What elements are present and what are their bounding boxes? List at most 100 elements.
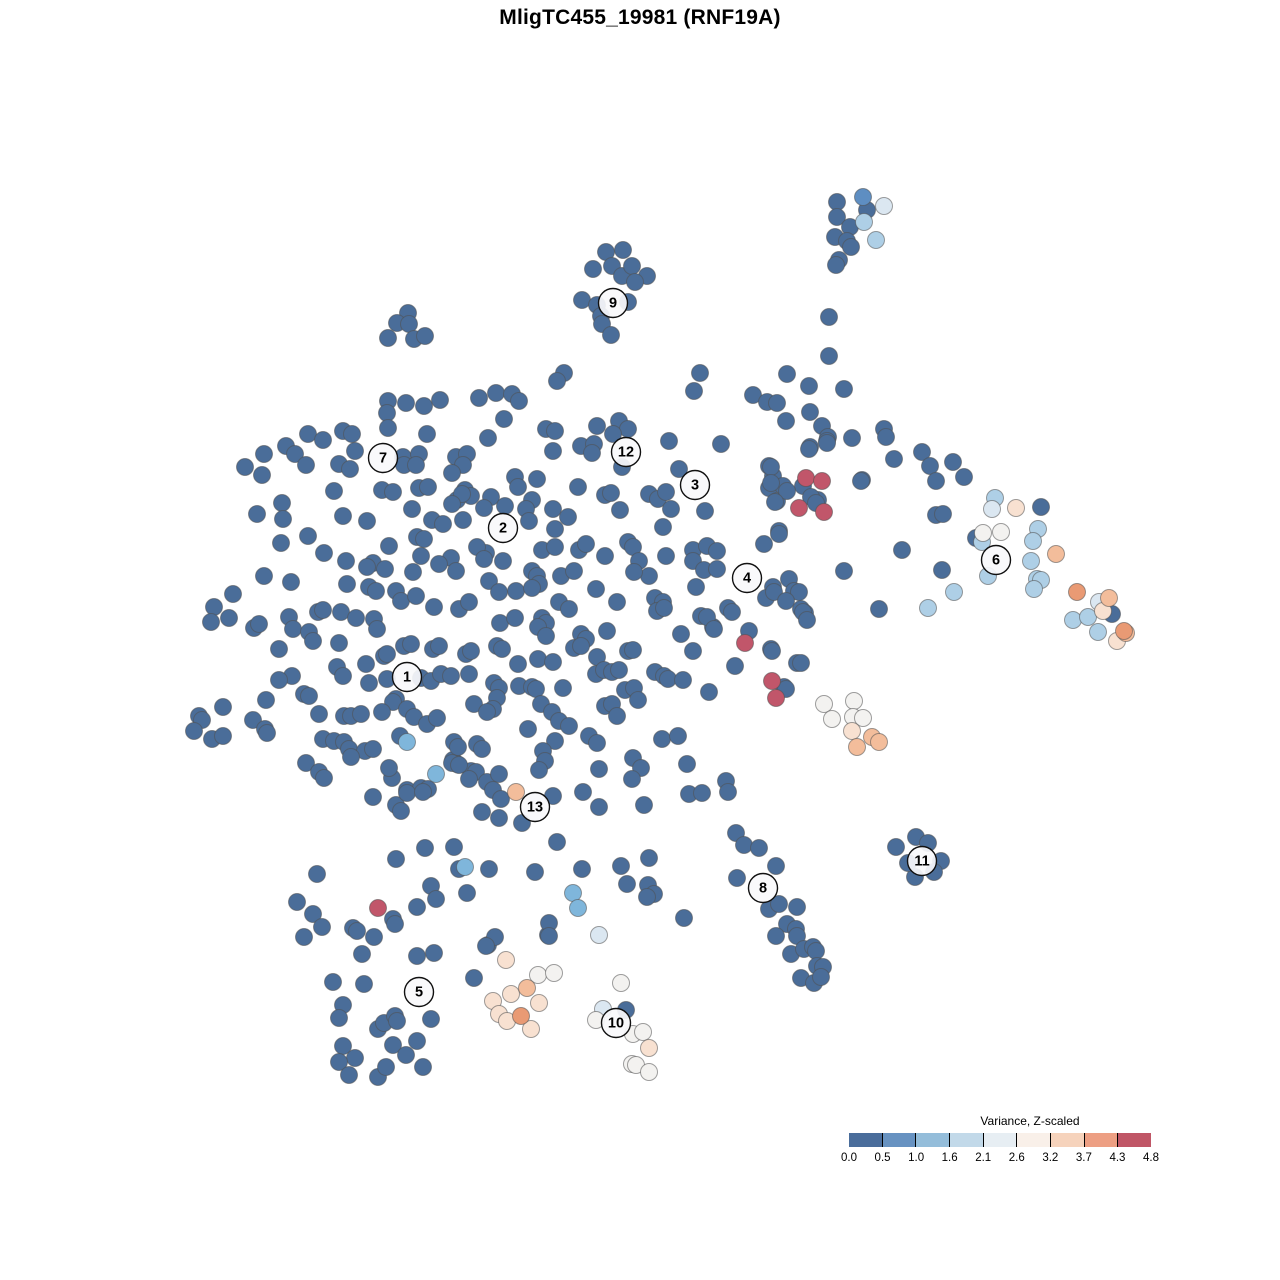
data-point	[288, 893, 306, 911]
data-point	[705, 620, 723, 638]
data-point	[378, 645, 396, 663]
data-point	[654, 518, 672, 536]
data-point	[324, 973, 342, 991]
data-point	[596, 547, 614, 565]
data-point	[300, 687, 318, 705]
data-point	[687, 578, 705, 596]
cluster-label-circle	[519, 791, 551, 823]
data-point	[497, 951, 515, 969]
data-point	[614, 241, 632, 259]
data-point	[397, 394, 415, 412]
plot-title: MligTC455_19981 (RNF19A)	[499, 6, 781, 29]
data-point	[777, 412, 795, 430]
data-point	[387, 850, 405, 868]
data-point	[530, 994, 548, 1012]
data-point	[258, 724, 276, 742]
colorbar-segment	[1051, 1133, 1085, 1147]
data-point	[626, 273, 644, 291]
data-point	[1025, 580, 1043, 598]
cluster-label: 9	[597, 287, 629, 319]
data-point	[933, 561, 951, 579]
data-point	[352, 705, 370, 723]
data-point	[478, 703, 496, 721]
data-point	[450, 756, 468, 774]
data-point	[1024, 532, 1042, 550]
data-point	[820, 308, 838, 326]
data-point	[380, 759, 398, 777]
data-point	[443, 495, 461, 513]
data-point	[398, 784, 416, 802]
cluster-label-text: 6	[992, 553, 1000, 569]
data-point	[202, 613, 220, 631]
data-point	[696, 502, 714, 520]
data-point	[546, 422, 564, 440]
data-point	[408, 947, 426, 965]
data-point	[270, 640, 288, 658]
data-point	[670, 460, 688, 478]
cluster-label-circle	[980, 544, 1012, 576]
data-point	[854, 188, 872, 206]
data-point	[313, 918, 331, 936]
data-point	[507, 783, 525, 801]
data-point	[358, 558, 376, 576]
data-point	[347, 609, 365, 627]
data-point	[788, 898, 806, 916]
data-point	[427, 890, 445, 908]
data-point	[653, 730, 671, 748]
data-point	[675, 909, 693, 927]
data-point	[430, 555, 448, 573]
data-point	[527, 680, 545, 698]
data-point	[346, 442, 364, 460]
data-point	[367, 582, 385, 600]
data-point	[304, 905, 322, 923]
data-point	[983, 500, 1001, 518]
data-point	[458, 884, 476, 902]
colorbar-segment	[1118, 1133, 1152, 1147]
data-point	[612, 974, 630, 992]
data-point	[927, 472, 945, 490]
data-point	[282, 573, 300, 591]
data-point	[618, 875, 636, 893]
data-point	[384, 483, 402, 501]
data-point	[1007, 499, 1025, 517]
cluster-label-circle	[391, 661, 423, 693]
data-point	[325, 482, 343, 500]
data-point	[490, 583, 508, 601]
data-point	[185, 722, 203, 740]
data-point	[465, 969, 483, 987]
data-point	[392, 802, 410, 820]
cluster-label-text: 13	[527, 800, 543, 816]
data-point	[272, 534, 290, 552]
data-point	[255, 445, 273, 463]
data-point	[308, 865, 326, 883]
data-point	[815, 503, 833, 521]
cluster-label-circle	[487, 512, 519, 544]
data-point	[507, 582, 525, 600]
data-point	[369, 899, 387, 917]
data-point	[315, 544, 333, 562]
cluster-label: 2	[487, 512, 519, 544]
data-point	[612, 857, 630, 875]
data-point	[315, 769, 333, 787]
data-point	[569, 899, 587, 917]
data-point	[214, 698, 232, 716]
data-point	[519, 720, 537, 738]
data-point	[623, 770, 641, 788]
data-point	[270, 671, 288, 689]
cluster-label: 10	[600, 1007, 632, 1039]
data-point	[492, 790, 510, 808]
data-point	[447, 562, 465, 580]
data-point	[778, 482, 796, 500]
data-point	[412, 547, 430, 565]
data-point	[569, 478, 587, 496]
data-point	[425, 598, 443, 616]
data-point	[510, 392, 528, 410]
colorbar-tick-label: 1.0	[908, 1152, 925, 1164]
data-point	[662, 500, 680, 518]
data-point	[560, 717, 578, 735]
data-point	[678, 755, 696, 773]
cluster-label: 5	[403, 976, 435, 1008]
data-point	[431, 391, 449, 409]
cluster-label-circle	[906, 845, 938, 877]
data-point	[460, 770, 478, 788]
